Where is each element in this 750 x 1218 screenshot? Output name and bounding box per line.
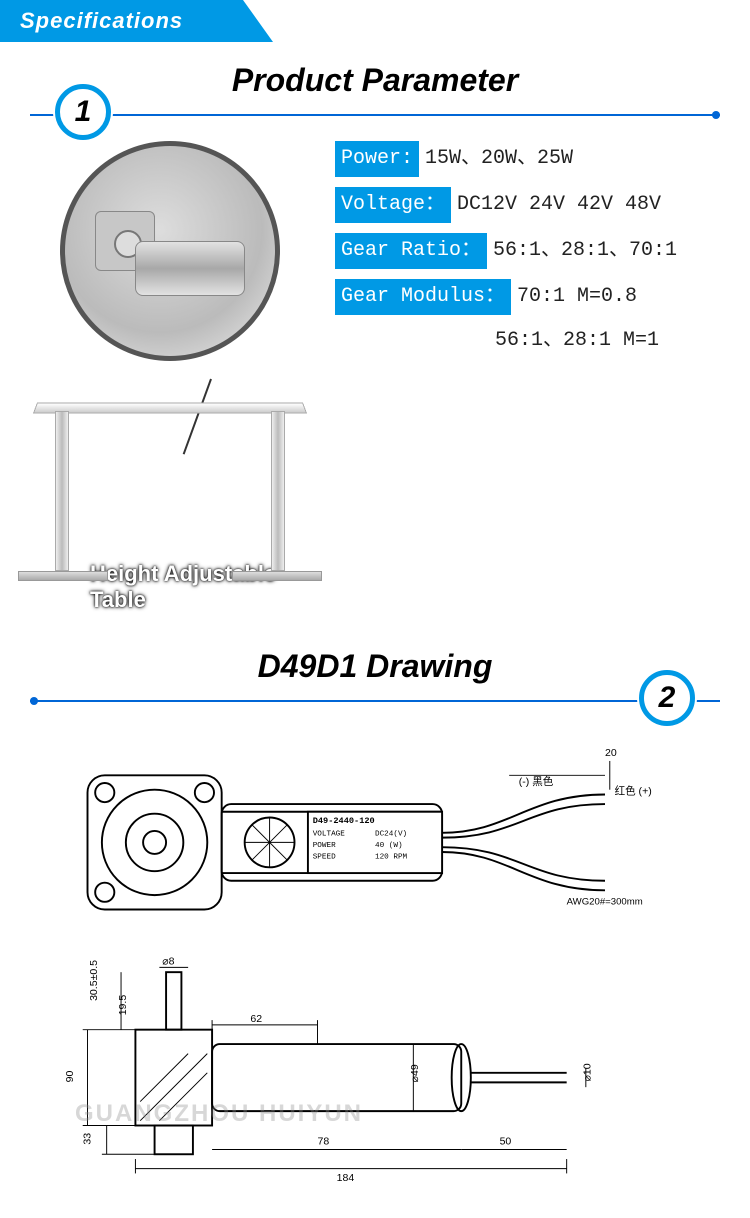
param-note: 56:1、28:1 M=1 [335, 325, 720, 357]
dim-phi49: ⌀49 [409, 1064, 421, 1082]
wire-neg-label: (-) 黑色 [519, 775, 554, 788]
dim-184: 184 [337, 1172, 355, 1183]
lead-length-note: AWG20#=300mm [567, 897, 643, 908]
plate-model: D49-2440-120 [313, 816, 375, 826]
dim-50: 50 [500, 1135, 512, 1147]
dim-62: 62 [250, 1013, 262, 1025]
wire-pos-label: 红色 (+) [615, 784, 652, 797]
dim-90: 90 [64, 1070, 76, 1082]
dim-phi8: ⌀8 [162, 955, 174, 967]
section2-title: D49D1 Drawing [15, 648, 735, 685]
plate-r2v: 120 RPM [375, 854, 408, 862]
dim-78: 78 [318, 1135, 330, 1147]
section2-badge: 2 [639, 670, 695, 726]
param-value-gear-ratio: 56:1、28:1、70:1 [493, 235, 677, 267]
dim-33: 33 [81, 1133, 93, 1145]
section2-rule: 2 [30, 700, 720, 702]
drawing-bottom-view: 90 33 30.5±0.5 19.5 ⌀8 62 184 78 50 ⌀49 … [30, 953, 720, 1183]
plate-r0v: DC24(V) [375, 831, 407, 839]
param-row-gear-modulus: Gear Modulus： 70:1 M=0.8 [335, 279, 720, 315]
param-value-power: 15W、20W、25W [425, 143, 573, 175]
section1-badge: 1 [55, 84, 111, 140]
dim-305: 30.5±0.5 [88, 960, 100, 1001]
plate-r1k: POWER [313, 842, 336, 850]
product-image-column: Height Adjustable Table [30, 141, 310, 613]
param-label-power: Power: [335, 141, 419, 177]
section-drawing: D49D1 Drawing 2 [0, 643, 750, 1218]
dim-195: 19.5 [117, 994, 129, 1015]
section1-title: Product Parameter [15, 62, 735, 99]
plate-r0k: VOLTAGE [313, 831, 346, 839]
desk-frame-image [30, 391, 310, 591]
section-product-parameter: Product Parameter 1 [0, 42, 750, 643]
section1-rule: 1 [30, 114, 720, 116]
lead-dim-20: 20 [605, 747, 617, 759]
param-value-voltage: DC12V 24V 42V 48V [457, 189, 661, 221]
specifications-tab: Specifications [0, 0, 243, 42]
parameter-list: Power: 15W、20W、25W Voltage： DC12V 24V 42… [335, 141, 720, 613]
drawing-top-view: D49-2440-120 VOLTAGE DC24(V) POWER 40 (W… [30, 737, 720, 948]
plate-r1v: 40 (W) [375, 842, 403, 850]
param-label-voltage: Voltage： [335, 187, 451, 223]
motor-closeup-image [60, 141, 280, 361]
drawing-area: D49-2440-120 VOLTAGE DC24(V) POWER 40 (W… [15, 727, 735, 1208]
param-label-gear-modulus: Gear Modulus： [335, 279, 511, 315]
param-row-power: Power: 15W、20W、25W [335, 141, 720, 177]
param-label-gear-ratio: Gear Ratio： [335, 233, 487, 269]
dim-phi10: ⌀10 [582, 1063, 594, 1081]
param-row-voltage: Voltage： DC12V 24V 42V 48V [335, 187, 720, 223]
param-value-gear-modulus: 70:1 M=0.8 [517, 281, 637, 313]
param-row-gear-ratio: Gear Ratio： 56:1、28:1、70:1 [335, 233, 720, 269]
plate-r2k: SPEED [313, 854, 336, 862]
